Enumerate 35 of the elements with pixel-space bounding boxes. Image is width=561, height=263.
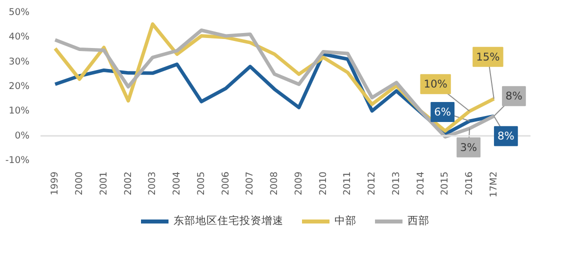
x-tick-label: 2000 <box>74 171 86 196</box>
y-tick-label: 10% <box>8 106 30 117</box>
x-tick-label: 2006 <box>220 171 232 196</box>
x-tick-label: 2001 <box>98 171 110 196</box>
x-tick-label: 2013 <box>390 171 402 196</box>
y-tick-label: 30% <box>8 56 30 68</box>
data-label: 15% <box>476 50 500 64</box>
data-label: 3% <box>460 140 478 154</box>
x-tick-label: 17M2 <box>488 171 500 198</box>
data-label: 8% <box>497 130 514 143</box>
x-tick-label: 2002 <box>122 171 134 196</box>
y-tick-label: 50% <box>8 7 30 18</box>
y-tick-label: -10% <box>5 155 30 166</box>
x-tick-label: 2011 <box>342 171 354 196</box>
y-tick-label: 40% <box>8 32 30 43</box>
x-tick-label: 2008 <box>269 171 280 196</box>
data-label: 10% <box>424 78 448 91</box>
x-tick-label: 2007 <box>244 171 256 196</box>
x-tick-label: 2012 <box>366 171 378 196</box>
legend-label: 东部地区住宅投资增速 <box>174 214 284 228</box>
legend-label: 中部 <box>334 214 356 228</box>
x-tick-label: 2014 <box>415 171 426 196</box>
x-tick-label: 1999 <box>50 171 61 196</box>
x-tick-label: 2010 <box>318 171 329 196</box>
y-tick-label: 0% <box>14 130 30 142</box>
x-tick-label: 2004 <box>172 171 183 196</box>
x-tick-label: 2005 <box>196 171 207 196</box>
x-tick-label: 2003 <box>147 171 158 196</box>
x-tick-label: 2015 <box>440 171 451 196</box>
x-tick-label: 2009 <box>293 171 304 196</box>
data-label: 8% <box>505 90 522 103</box>
x-tick-label: 2016 <box>464 171 476 196</box>
data-label: 6% <box>434 106 452 119</box>
y-tick-label: 20% <box>8 81 30 92</box>
legend-label: 西部 <box>408 214 430 228</box>
